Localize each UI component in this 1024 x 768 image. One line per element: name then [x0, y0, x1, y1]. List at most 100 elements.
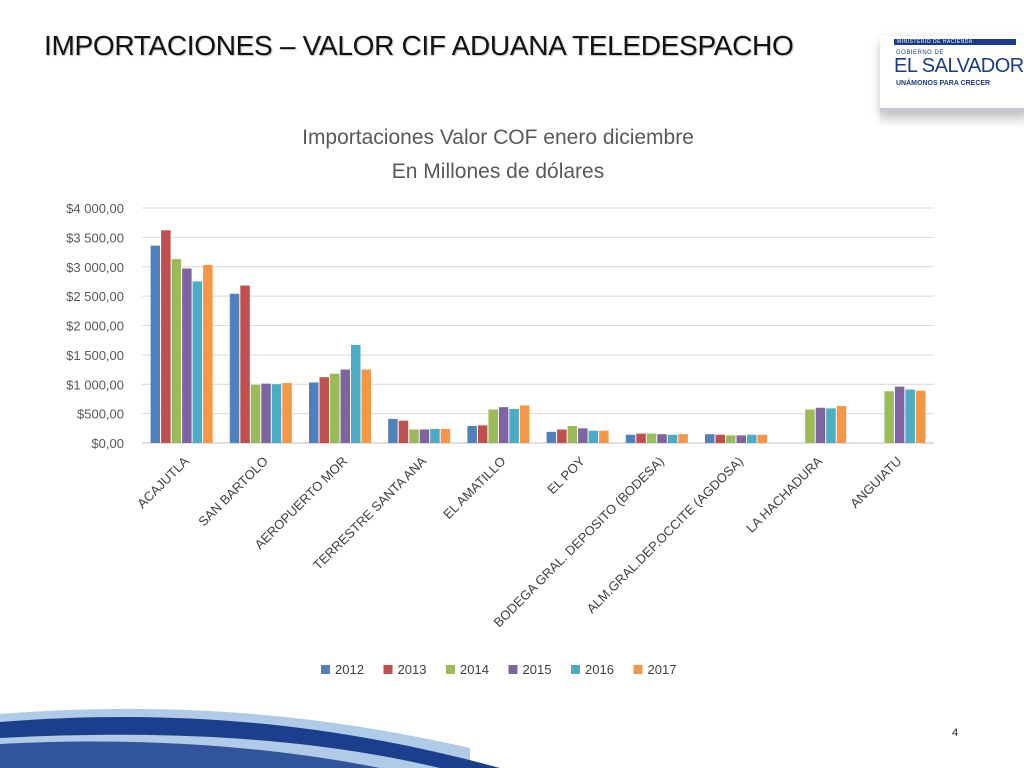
- bar-2012: [229, 293, 240, 443]
- bar-2016: [351, 344, 361, 443]
- bar-2014: [488, 409, 498, 443]
- bar-2012: [705, 434, 715, 443]
- page-number: 4: [952, 727, 959, 739]
- bar-2015: [657, 434, 667, 443]
- y-tick-label: $1 500,00: [66, 348, 124, 363]
- bar-2014: [646, 433, 657, 443]
- bar-2017: [836, 405, 847, 443]
- bar-2015: [419, 429, 430, 443]
- legend-swatch-2015: [508, 665, 518, 674]
- bar-2015: [261, 383, 271, 443]
- bar-2012: [625, 434, 636, 443]
- bar-2015: [894, 386, 905, 443]
- bar-2015: [182, 268, 192, 443]
- bar-2013: [319, 377, 329, 443]
- legend-label: 2012: [335, 662, 364, 677]
- logo-shadow: [880, 108, 1024, 128]
- bar-2014: [171, 259, 182, 443]
- bar-2012: [467, 425, 477, 443]
- bar-2016: [192, 281, 203, 443]
- legend-swatch-2017: [633, 665, 643, 674]
- bar-2017: [915, 390, 926, 443]
- bar-2015: [736, 435, 746, 443]
- slide-title: IMPORTACIONES – VALOR CIF ADUANA TELEDES…: [44, 30, 794, 61]
- bar-2017: [678, 434, 688, 443]
- legend-label: 2017: [648, 662, 677, 677]
- bar-2013: [240, 285, 250, 443]
- bar-2012: [309, 382, 319, 443]
- bar-2012: [546, 431, 557, 443]
- bar-2014: [726, 435, 736, 443]
- bar-2013: [477, 425, 488, 443]
- swoosh-base: [0, 741, 380, 768]
- x-tick-label: BODEGA GRAL. DEPOSITO (BODESA): [490, 454, 666, 630]
- x-tick-label: ALM.GRAL.DEP.OCCITE (AGDOSA): [583, 454, 746, 617]
- logo-country: EL SALVADOR: [894, 55, 1024, 77]
- bar-2016: [905, 389, 915, 443]
- logo-slogan: UNÁMONOS PARA CRECER: [896, 80, 991, 87]
- bar-2016: [588, 430, 599, 443]
- x-tick-label: EL AMATILLO: [440, 454, 508, 522]
- bar-2015: [340, 369, 350, 443]
- bar-2017: [440, 428, 451, 443]
- y-tick-label: $4 000,00: [66, 201, 124, 216]
- y-tick-label: $1 000,00: [66, 377, 124, 392]
- bar-2014: [250, 384, 261, 443]
- bar-2014: [330, 373, 340, 443]
- legend-swatch-2014: [446, 665, 455, 674]
- bar-2016: [271, 384, 282, 443]
- bar-2017: [203, 264, 213, 443]
- y-tick-label: $0,00: [91, 436, 124, 451]
- bar-2017: [757, 434, 767, 443]
- bar-2015: [578, 428, 588, 443]
- x-tick-label: ANGUIATU: [847, 454, 904, 511]
- bar-2017: [599, 430, 609, 443]
- bar-2012: [388, 418, 398, 443]
- bar-2016: [509, 408, 519, 443]
- bar-2014: [805, 409, 815, 443]
- legend-label: 2014: [460, 662, 489, 677]
- legend-swatch-2016: [571, 665, 580, 674]
- bar-2016: [826, 408, 836, 443]
- bar-2016: [667, 434, 678, 443]
- chart-title-line-1: Importaciones Valor COF enero diciembre: [302, 126, 694, 149]
- swoosh-dark: [0, 716, 500, 768]
- logo-ministry: MINISTERIO DE HACIENDA: [894, 39, 1016, 45]
- bar-2015: [498, 407, 509, 443]
- bar-2014: [884, 391, 894, 443]
- bar-2014: [409, 429, 419, 443]
- legend-label: 2013: [398, 662, 427, 677]
- bar-2012: [150, 245, 161, 443]
- chart-title-line-2: En Millones de dólares: [392, 160, 604, 183]
- bar-2015: [815, 407, 826, 443]
- logo-gobierno: GOBIERNO DE: [896, 50, 944, 56]
- y-tick-label: $3 000,00: [66, 260, 124, 275]
- bar-2013: [398, 420, 409, 443]
- bar-2016: [430, 428, 440, 443]
- bar-2014: [567, 425, 578, 443]
- y-tick-label: $2 000,00: [66, 319, 124, 334]
- y-gridlines: [142, 207, 934, 444]
- bar-2013: [715, 434, 725, 443]
- bar-2017: [361, 369, 371, 443]
- legend: 2012 2013 2014 2015 2016 2017: [321, 662, 676, 677]
- y-tick-label: $3 500,00: [66, 230, 124, 245]
- x-tick-label: LA HACHADURA: [743, 453, 825, 535]
- bar-2013: [161, 230, 171, 443]
- bars: [150, 230, 926, 443]
- bar-2017: [519, 405, 530, 443]
- legend-label: 2015: [523, 662, 552, 677]
- bar-2013: [636, 433, 646, 443]
- x-tick-label: ACAJUTLA: [134, 453, 192, 511]
- bar-2017: [282, 383, 292, 443]
- footer-swoosh: [0, 708, 500, 768]
- legend-swatch-2012: [321, 665, 330, 674]
- bar-2013: [557, 429, 567, 443]
- legend-swatch-2013: [383, 665, 393, 674]
- x-tick-label: SAN BARTOLO: [195, 454, 271, 530]
- legend-label: 2016: [585, 662, 614, 677]
- y-tick-label: $2 500,00: [66, 289, 124, 304]
- bar-2016: [747, 434, 757, 443]
